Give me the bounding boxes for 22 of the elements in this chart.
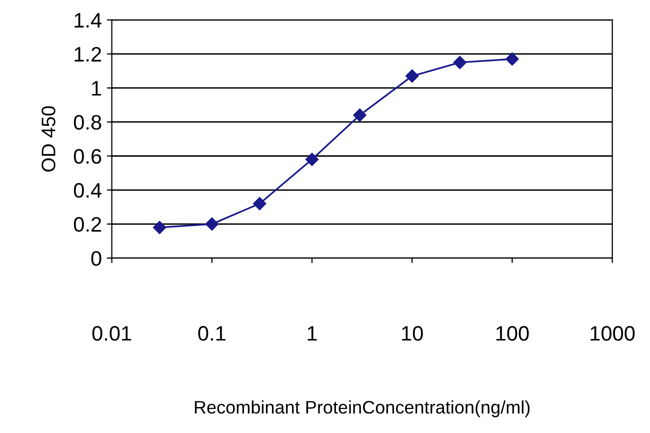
x-tick-label: 1000 xyxy=(590,326,635,341)
x-tick-label: 0.01 xyxy=(92,326,132,341)
x-tick-label: 100 xyxy=(496,326,529,341)
y-tick-label: 1.2 xyxy=(74,46,102,62)
y-tick-label: 0 xyxy=(91,251,102,266)
y-tick-label: 0.8 xyxy=(74,114,102,130)
y-axis-title: OD 450 xyxy=(42,106,56,172)
point xyxy=(406,69,419,83)
x-tick-label: 10 xyxy=(402,326,423,341)
point xyxy=(253,197,266,210)
x-axis-title: Recombinant ProteinConcentration(ng/ml) xyxy=(194,400,530,418)
point xyxy=(305,152,319,166)
point xyxy=(152,220,166,234)
x-tick-label: 1 xyxy=(308,326,317,341)
y-tick-label: 0.2 xyxy=(74,217,102,232)
y-tick-label: 0.4 xyxy=(74,183,102,198)
point xyxy=(506,52,519,66)
point xyxy=(353,108,366,122)
y-tick-label: 0.6 xyxy=(74,149,102,164)
x-tick-label: 0.1 xyxy=(198,326,226,341)
y-tick-label: 1.4 xyxy=(74,13,102,28)
y-tick-label: 1 xyxy=(92,81,102,96)
